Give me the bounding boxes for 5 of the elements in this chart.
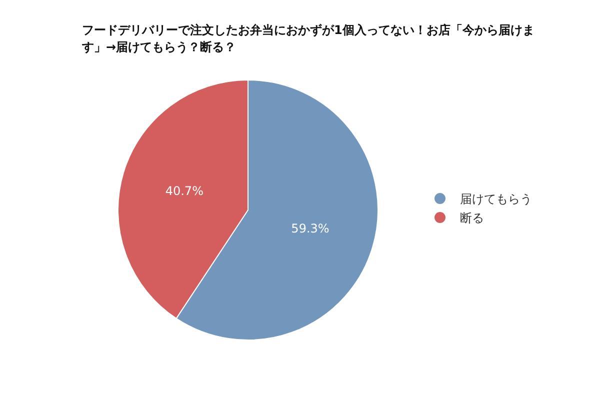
- legend-label: 断る: [460, 211, 484, 226]
- data-label: 59.3%: [291, 222, 330, 236]
- chart-title: フードデリバリーで注文したお弁当におかずが1個入ってない！お店「今から届けます」→届けてもらう？断る？: [82, 22, 536, 56]
- data-label: 40.7%: [165, 184, 204, 198]
- legend-label: 届けてもらう: [460, 192, 532, 206]
